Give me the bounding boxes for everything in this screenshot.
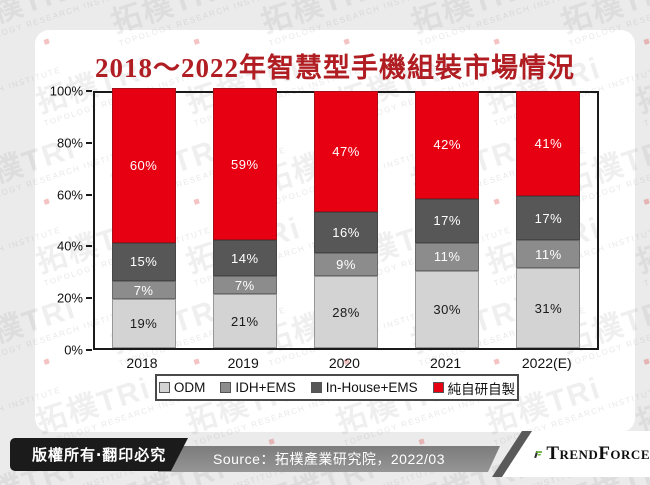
bar-segment-IDH+EMS: 7% — [212, 276, 277, 295]
x-tick-label: 2021 — [430, 355, 462, 371]
y-tick-mark — [86, 245, 92, 248]
bar-segment-純自研自製: 47% — [314, 91, 378, 212]
bar-2020: 28% 9% 16% 47% — [314, 91, 378, 348]
bar-segment-value: 30% — [433, 301, 461, 317]
bar-segment-ODM: 31% — [516, 268, 581, 348]
bar-segment-value: 11% — [433, 249, 461, 265]
bar-segment-value: 28% — [332, 304, 360, 320]
y-tick-mark — [86, 141, 92, 144]
bar-segment-IDH+EMS: 11% — [516, 240, 581, 269]
legend-item-ODM: ODM — [158, 380, 206, 395]
legend-label: In-House+EMS — [325, 380, 418, 395]
bar-segment-value: 41% — [534, 136, 563, 152]
bar-segment-In-House+EMS: 14% — [212, 240, 277, 277]
bar-segment-純自研自製: 41% — [516, 91, 581, 197]
x-tick-label: 2019 — [227, 355, 259, 371]
chart-title: 2018～2022年智慧型手機組裝市場情況 — [95, 53, 575, 83]
bar-2019: 21% 7% 14% 59% — [212, 88, 277, 348]
y-tick-mark — [86, 193, 92, 196]
legend-swatch — [158, 382, 170, 393]
x-tick-label: 2020 — [328, 355, 360, 371]
bar-segment-In-House+EMS: 17% — [516, 196, 581, 241]
y-tick-mark — [86, 90, 92, 92]
legend-item-In-House+EMS: In-House+EMS — [310, 380, 418, 395]
y-tick-label: 100% — [49, 83, 83, 99]
bar-segment-純自研自製: 59% — [212, 88, 277, 241]
bar-segment-value: 60% — [129, 158, 158, 174]
bar-segment-value: 31% — [534, 300, 563, 316]
bar-segment-value: 42% — [433, 137, 461, 153]
bar-segment-IDH+EMS: 7% — [111, 281, 176, 300]
y-tick-label: 60% — [56, 187, 83, 203]
legend-label: 純自研自製 — [447, 381, 516, 397]
x-tick-label: 2018 — [126, 355, 158, 371]
plot-area: 19% 7% 15% 60% 21% 7% 14% 59% 28% 9% 16% 47% 30% 11% 1… — [93, 88, 599, 350]
bar-segment-value: 7% — [133, 282, 154, 298]
bar-2021: 30% 11% 17% 42% — [415, 91, 480, 348]
y-tick-label: 20% — [56, 290, 83, 306]
bar-segment-value: 15% — [129, 254, 158, 270]
y-tick-label: 40% — [56, 238, 83, 254]
bar-2022(E): 31% 11% 17% 41% — [516, 91, 581, 348]
bar-segment-value: 59% — [231, 156, 259, 172]
y-tick-mark — [86, 349, 92, 351]
bar-segment-In-House+EMS: 17% — [415, 198, 480, 243]
legend-swatch — [310, 382, 322, 393]
legend-item-純自研自製: 純自研自製 — [432, 378, 516, 398]
bar-segment-value: 16% — [332, 224, 360, 240]
legend-label: IDH+EMS — [235, 380, 296, 395]
bar-segment-ODM: 21% — [212, 294, 277, 348]
bar-segment-IDH+EMS: 11% — [415, 242, 480, 271]
bar-segment-value: 9% — [336, 256, 356, 272]
bar-segment-純自研自製: 42% — [415, 91, 480, 199]
bar-segment-value: 17% — [433, 213, 461, 229]
legend-swatch — [220, 382, 232, 393]
bar-segment-In-House+EMS: 16% — [314, 211, 378, 253]
bar-2018: 19% 7% 15% 60% — [111, 88, 176, 348]
bar-segment-value: 19% — [129, 316, 158, 332]
y-tick-mark — [86, 297, 92, 300]
bar-segment-In-House+EMS: 15% — [111, 242, 176, 282]
x-tick-label: 2022(E) — [521, 355, 572, 371]
bar-segment-IDH+EMS: 9% — [314, 252, 378, 277]
bar-segment-value: 21% — [231, 313, 259, 329]
legend-swatch — [432, 382, 444, 393]
bar-segment-ODM: 19% — [111, 299, 176, 348]
bar-segment-ODM: 28% — [314, 276, 378, 348]
bar-segment-ODM: 30% — [415, 270, 480, 348]
legend-label: ODM — [173, 380, 206, 395]
bar-segment-純自研自製: 60% — [111, 88, 176, 243]
bar-segment-value: 14% — [231, 250, 259, 266]
chart-legend: ODM IDH+EMS In-House+EMS 純自研自製 — [155, 374, 519, 401]
y-tick-label: 80% — [56, 135, 83, 151]
bar-segment-value: 17% — [534, 210, 563, 226]
legend-item-IDH+EMS: IDH+EMS — [220, 380, 296, 395]
bar-segment-value: 7% — [234, 277, 255, 293]
bar-segment-value: 47% — [332, 143, 360, 159]
y-tick-label: 0% — [64, 342, 83, 358]
bar-segment-value: 11% — [535, 246, 562, 262]
